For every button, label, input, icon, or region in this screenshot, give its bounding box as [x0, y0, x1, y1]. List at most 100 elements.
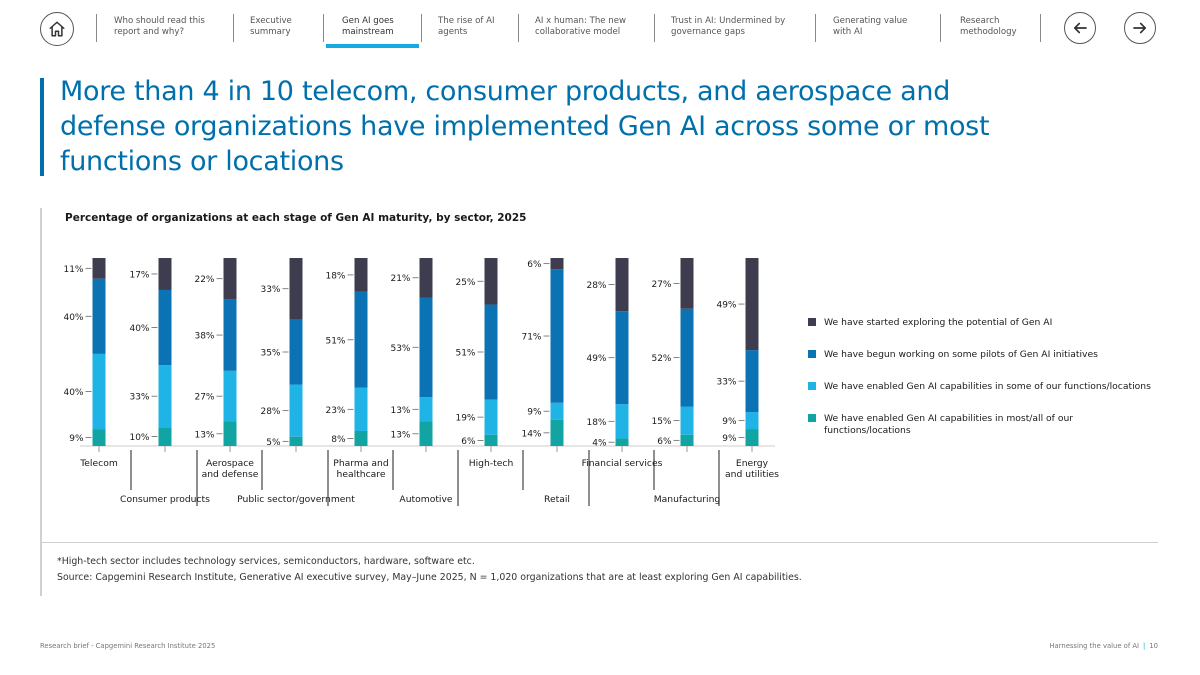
- bar-segment: [615, 311, 629, 405]
- data-label: 23%: [325, 406, 345, 416]
- legend-label: We have enabled Gen AI capabilities in m…: [824, 413, 1073, 424]
- bar-segment: [680, 308, 694, 407]
- data-label: 17%: [129, 270, 149, 280]
- category-label: Telecom: [79, 458, 118, 469]
- category-label: Public sector/government: [237, 494, 355, 505]
- bar-segment: [354, 387, 368, 431]
- nav-active-indicator: [326, 44, 419, 48]
- legend-swatch: [808, 382, 816, 390]
- nav-item-label-line: AI x human: The new: [535, 16, 627, 26]
- nav-item-label-line: Generating value: [833, 16, 908, 26]
- data-label: 19%: [455, 414, 475, 424]
- category-label: and utilities: [725, 469, 779, 480]
- data-label: 49%: [716, 301, 736, 311]
- bar-segment: [289, 436, 303, 446]
- nav-divider: [96, 14, 98, 42]
- footer-separator: |: [1143, 642, 1146, 650]
- data-label: 6%: [461, 437, 476, 447]
- nav-item-who-should-read[interactable]: Who should read this report and why?: [114, 16, 205, 38]
- data-label: 71%: [521, 333, 541, 343]
- chart-title: Percentage of organizations at each stag…: [65, 212, 527, 224]
- previous-page-button[interactable]: [1064, 12, 1096, 44]
- category-label: High-tech: [469, 458, 514, 469]
- bar-segment: [745, 258, 759, 351]
- category-label: and defense: [202, 469, 259, 480]
- data-label: 51%: [455, 349, 475, 359]
- bar-segment: [223, 299, 237, 371]
- nav-item-label-line: Research: [960, 16, 1000, 26]
- home-icon: [49, 21, 65, 37]
- nav-item-label-line: Gen AI goes: [342, 16, 394, 26]
- bar-segment: [484, 304, 498, 400]
- data-label: 9%: [69, 434, 84, 444]
- data-label: 40%: [129, 324, 149, 334]
- category-label: Financial services: [582, 458, 663, 469]
- bar-segment: [92, 429, 106, 446]
- source-note: Source: Capgemini Research Institute, Ge…: [57, 572, 802, 583]
- data-label: 25%: [455, 278, 475, 288]
- legend-swatch: [808, 350, 816, 358]
- nav-item-label-line: collaborative model: [535, 27, 621, 37]
- legend-swatch: [808, 318, 816, 326]
- bar-segment: [745, 429, 759, 446]
- next-page-button[interactable]: [1124, 12, 1156, 44]
- nav-item-trust-in-ai[interactable]: Trust in AI: Undermined by governance gap…: [671, 16, 785, 38]
- data-label: 9%: [722, 434, 737, 444]
- nav-divider: [940, 14, 942, 42]
- bar-segment: [615, 404, 629, 439]
- nav-divider: [518, 14, 520, 42]
- data-label: 18%: [325, 271, 345, 281]
- bar-segment: [223, 370, 237, 422]
- data-label: 13%: [390, 430, 410, 440]
- bar-segment: [419, 258, 433, 298]
- nav-item-ai-x-human[interactable]: AI x human: The new collaborative model: [535, 16, 626, 38]
- nav-item-rise-of-agents[interactable]: The rise of AI agents: [438, 16, 495, 38]
- nav-item-label-line: with AI: [833, 27, 863, 37]
- nav-item-gen-ai-mainstream[interactable]: Gen AI goes mainstream: [342, 16, 394, 38]
- nav-item-label-line: governance gaps: [671, 27, 746, 37]
- data-label: 9%: [527, 408, 542, 418]
- bar-segment: [354, 430, 368, 446]
- data-label: 18%: [586, 418, 606, 428]
- bar-segment: [680, 258, 694, 309]
- bar-segment: [354, 258, 368, 292]
- category-label: Energy: [736, 458, 769, 469]
- data-label: 6%: [527, 260, 542, 270]
- data-label: 5%: [266, 438, 281, 448]
- nav-divider: [233, 14, 235, 42]
- nav-item-label-line: agents: [438, 27, 468, 37]
- bar-segment: [354, 291, 368, 388]
- data-label: 4%: [592, 439, 607, 449]
- bar-segment: [550, 402, 564, 420]
- legend-swatch: [808, 414, 816, 422]
- data-label: 33%: [129, 393, 149, 403]
- nav-item-generating-value[interactable]: Generating value with AI: [833, 16, 907, 38]
- nav-item-label-line: summary: [250, 27, 291, 37]
- bar-segment: [289, 384, 303, 437]
- data-label: 40%: [63, 388, 83, 398]
- legend-label: We have enabled Gen AI capabilities in s…: [824, 381, 1151, 392]
- bar-segment: [419, 297, 433, 398]
- home-button[interactable]: [40, 12, 74, 46]
- bar-segment: [550, 258, 564, 270]
- data-label: 53%: [390, 344, 410, 354]
- data-label: 9%: [722, 417, 737, 427]
- data-label: 33%: [716, 378, 736, 388]
- category-label: Automotive: [399, 494, 452, 505]
- nav-item-label-line: The rise of AI: [438, 16, 495, 26]
- data-label: 6%: [657, 437, 672, 447]
- nav-item-research-methodology[interactable]: Research methodology: [960, 16, 1017, 38]
- bar-segment: [680, 406, 694, 435]
- category-label: healthcare: [337, 469, 386, 480]
- nav-item-label-line: Who should read this: [114, 16, 205, 26]
- bar-segment: [223, 421, 237, 446]
- bar-segment: [158, 365, 172, 428]
- data-label: 49%: [586, 354, 606, 364]
- data-label: 35%: [260, 349, 280, 359]
- bar-segment: [550, 419, 564, 446]
- data-label: 40%: [63, 313, 83, 323]
- bar-segment: [484, 258, 498, 305]
- nav-divider: [421, 14, 423, 42]
- data-label: 28%: [260, 407, 280, 417]
- nav-item-executive-summary[interactable]: Executive summary: [250, 16, 292, 38]
